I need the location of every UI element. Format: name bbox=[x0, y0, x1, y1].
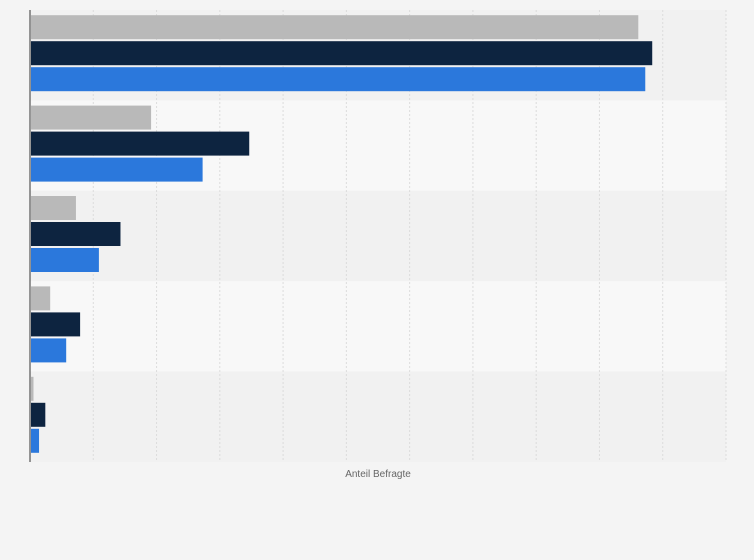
category-band bbox=[30, 371, 726, 462]
bar[interactable] bbox=[31, 67, 646, 92]
bar[interactable] bbox=[31, 338, 67, 363]
category-band bbox=[30, 190, 726, 282]
x-axis-label: Anteil Befragte bbox=[345, 469, 411, 480]
bar[interactable] bbox=[31, 376, 34, 401]
category-bands bbox=[30, 10, 726, 462]
bar[interactable] bbox=[31, 41, 653, 66]
bar[interactable] bbox=[31, 196, 76, 220]
bar[interactable] bbox=[31, 105, 152, 130]
bars bbox=[31, 15, 653, 453]
bar[interactable] bbox=[31, 428, 40, 453]
bar[interactable] bbox=[31, 286, 51, 311]
category-band bbox=[30, 281, 726, 372]
bar[interactable] bbox=[31, 312, 81, 337]
bar[interactable] bbox=[31, 15, 639, 40]
bar[interactable] bbox=[31, 248, 99, 272]
bar[interactable] bbox=[31, 157, 203, 182]
bar[interactable] bbox=[31, 131, 250, 156]
gridlines bbox=[92, 10, 727, 462]
bar[interactable] bbox=[31, 222, 121, 246]
bar[interactable] bbox=[31, 402, 46, 427]
